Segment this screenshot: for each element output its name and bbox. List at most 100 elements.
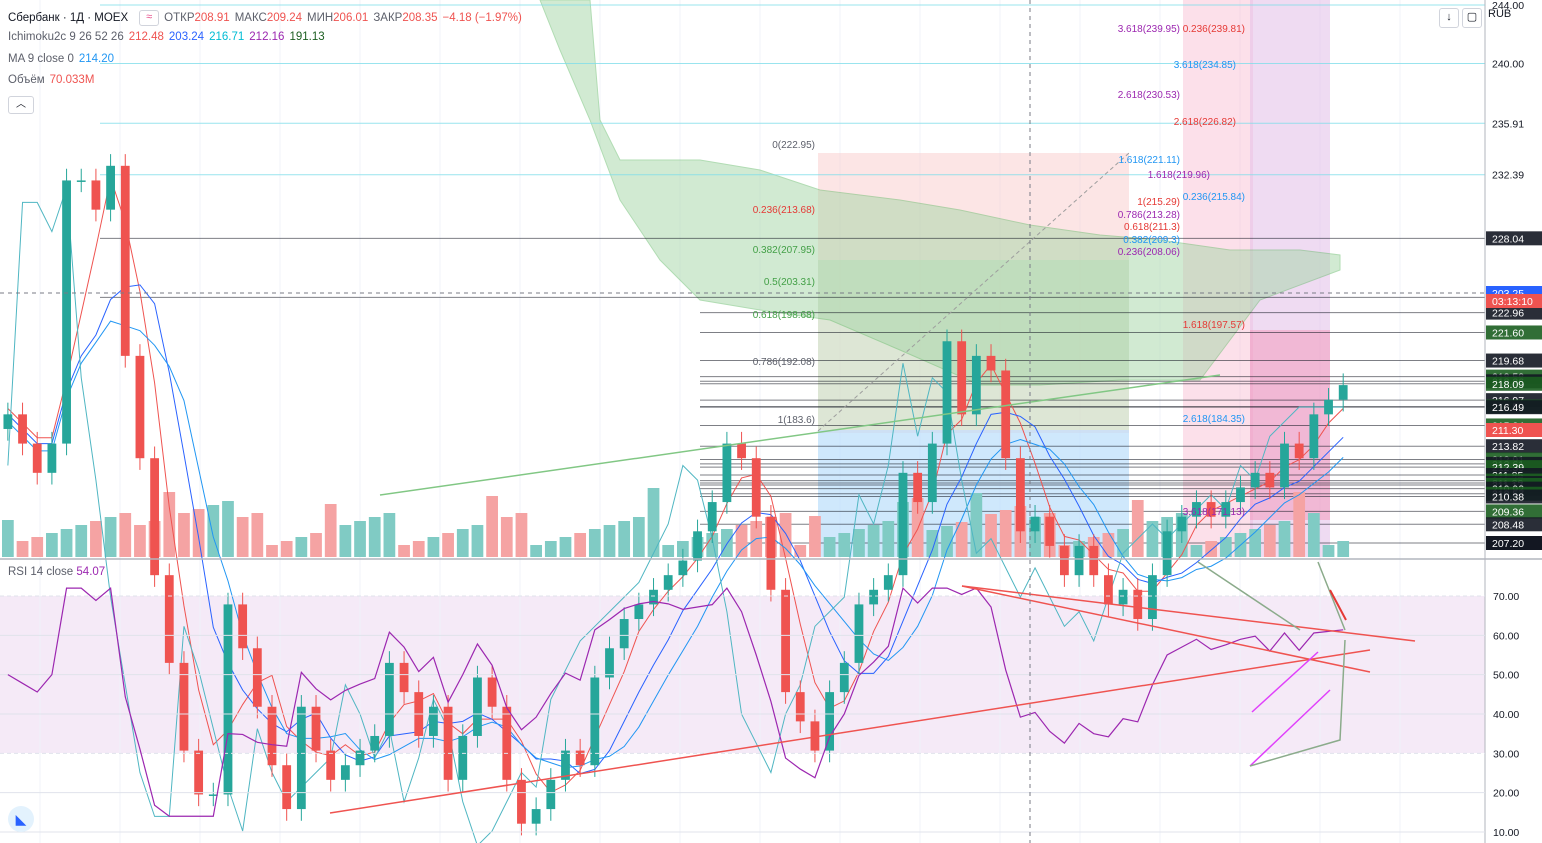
volume-bar xyxy=(456,529,469,557)
candle-body xyxy=(120,165,130,356)
volume-bar xyxy=(178,513,190,557)
fib-label: 2.618(226.82) xyxy=(1174,117,1236,128)
volume-bar xyxy=(368,517,381,557)
candle-body xyxy=(678,560,688,576)
volume-bar xyxy=(515,513,528,557)
candle-body xyxy=(986,355,996,371)
candle-body xyxy=(223,604,233,795)
volume-bar xyxy=(632,517,645,557)
candle-body xyxy=(1250,472,1260,488)
candle-body xyxy=(693,531,702,561)
ichimoku-legend[interactable]: Ichimoku2c 9 26 52 26 212.48 203.24 216.… xyxy=(8,31,330,43)
volume-bar xyxy=(90,521,102,557)
fib-label: 3.618(239.95) xyxy=(1118,24,1180,35)
fib-label: 0.786(213.28) xyxy=(1118,210,1180,221)
maximize-icon[interactable]: ▢ xyxy=(1462,8,1482,28)
candle-body xyxy=(1089,545,1099,576)
ichimoku-value-5: 191.13 xyxy=(289,31,325,43)
volume-bar xyxy=(1131,500,1144,557)
volume-bar xyxy=(735,525,748,557)
candle-body xyxy=(619,619,629,649)
symbol-title[interactable]: Сбербанк · 1Д · MOEX xyxy=(8,12,129,24)
candle-body xyxy=(707,502,717,532)
candle-body xyxy=(1030,516,1040,532)
candle-body xyxy=(913,472,923,503)
candle-body xyxy=(927,443,937,503)
candle-body xyxy=(1221,502,1231,517)
volume-bar xyxy=(970,493,983,557)
volume-bar xyxy=(588,529,601,557)
ichimoku-label: Ichimoku2c 9 26 52 26 xyxy=(8,31,124,43)
candle-body xyxy=(781,589,790,693)
volume-bar xyxy=(266,545,278,557)
volume-bar xyxy=(339,525,352,557)
volume-bar xyxy=(104,517,117,557)
candle-body xyxy=(722,443,732,503)
candle-body xyxy=(355,750,365,766)
ma-legend[interactable]: MA 9 close 0 214.20 xyxy=(8,53,119,65)
ohlc-open-value: 208.91 xyxy=(194,12,230,24)
volume-bar xyxy=(486,496,498,557)
ohlc-close-value: 208.35 xyxy=(402,12,438,24)
volume-label: Объём xyxy=(8,74,45,86)
candle-body xyxy=(971,355,981,415)
price-tag-highlight xyxy=(1486,536,1542,550)
candle-body xyxy=(326,750,336,780)
candle-body xyxy=(1045,516,1055,546)
volume-bar xyxy=(1307,513,1320,557)
ohlc-high-value: 209.24 xyxy=(266,12,302,24)
ohlc-open-label: ОТКР xyxy=(164,12,195,24)
volume-bar xyxy=(823,537,836,557)
ma-value: 214.20 xyxy=(78,53,115,65)
volume-bar xyxy=(192,509,205,557)
candle-body xyxy=(91,180,101,210)
fib-label: 0.5(203.31) xyxy=(764,277,815,288)
volume-bar xyxy=(779,513,792,557)
candle-body xyxy=(3,414,13,429)
candle-body xyxy=(869,589,879,605)
arrow-down-icon[interactable]: ↓ xyxy=(1439,8,1459,28)
rsi-value: 54.07 xyxy=(76,566,106,578)
candle-body xyxy=(575,750,585,766)
ichimoku-value-2: 203.24 xyxy=(168,31,205,43)
compare-icon[interactable]: ≈ xyxy=(139,10,160,26)
candle-body xyxy=(62,180,71,444)
volume-bar xyxy=(500,517,513,557)
rsi-tick: 20.00 xyxy=(1493,788,1519,800)
volume-legend[interactable]: Объём 70.033M xyxy=(8,74,99,86)
candle-body xyxy=(957,341,967,415)
candle-body xyxy=(76,180,86,182)
fib-label: 1(215.29) xyxy=(1137,197,1180,208)
fib-label: 0.786(192.08) xyxy=(753,357,815,368)
volume-bar xyxy=(412,541,425,557)
volume-bar xyxy=(1278,521,1291,557)
chevron-up-icon[interactable]: ︿ xyxy=(8,96,34,114)
volume-bar xyxy=(941,526,953,557)
candle-body xyxy=(282,765,292,810)
volume-bar xyxy=(706,533,719,557)
candle-body xyxy=(898,472,908,576)
candle-body xyxy=(164,575,174,663)
price-tag xyxy=(1486,231,1542,246)
fib-label: 2.618(230.53) xyxy=(1118,90,1180,101)
volume-bar xyxy=(31,537,44,557)
rsi-tick: 50.00 xyxy=(1493,670,1519,682)
volume-value: 70.033M xyxy=(49,74,95,86)
ichimoku-value-1: 212.48 xyxy=(128,31,164,43)
volume-bar xyxy=(647,488,660,557)
fib-label: 0.236(239.81) xyxy=(1183,24,1245,35)
price-tick: 222.96 xyxy=(1492,308,1524,320)
candle-body xyxy=(1324,399,1333,415)
tradingview-logo-icon[interactable]: ◣ xyxy=(8,806,34,832)
candle-body xyxy=(384,662,394,736)
price-tag xyxy=(1486,400,1542,415)
volume-bar xyxy=(1205,541,1217,557)
volume-bar xyxy=(46,533,58,557)
volume-bar xyxy=(809,516,821,557)
fib-label: 1(183.6) xyxy=(778,415,815,426)
trend-line xyxy=(379,374,1221,496)
rsi-tick: 10.00 xyxy=(1493,827,1519,839)
rsi-legend[interactable]: RSI 14 close 54.07 xyxy=(8,566,105,578)
price-tick-highlight: 207.20 xyxy=(1492,538,1524,550)
